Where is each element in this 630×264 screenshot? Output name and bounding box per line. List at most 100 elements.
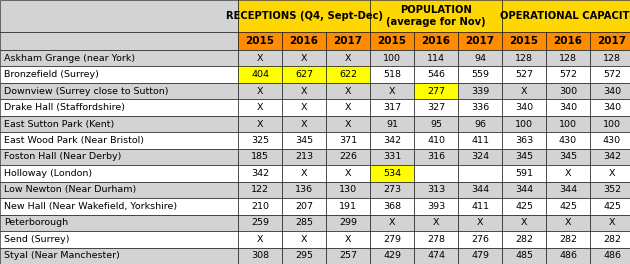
Bar: [326, 149, 370, 165]
Text: X: X: [257, 120, 263, 129]
Bar: [414, 149, 458, 165]
Bar: [414, 182, 458, 198]
Bar: [0, 50, 238, 67]
Bar: [0, 116, 238, 132]
Text: 410: 410: [427, 136, 445, 145]
Bar: [370, 83, 414, 99]
Bar: [370, 32, 414, 50]
Bar: [282, 248, 326, 264]
Bar: [0, 99, 238, 116]
Bar: [0, 149, 238, 165]
Bar: [282, 67, 326, 83]
Text: 486: 486: [559, 251, 577, 260]
Bar: [546, 182, 590, 198]
Text: 282: 282: [603, 235, 621, 244]
Text: 317: 317: [383, 103, 401, 112]
Text: X: X: [301, 103, 307, 112]
Bar: [590, 99, 630, 116]
Text: 404: 404: [251, 70, 269, 79]
Text: X: X: [345, 103, 352, 112]
Bar: [238, 83, 282, 99]
Text: 285: 285: [295, 218, 313, 227]
Text: X: X: [345, 235, 352, 244]
Text: 128: 128: [515, 54, 533, 63]
Bar: [0, 215, 238, 231]
Text: 546: 546: [427, 70, 445, 79]
Bar: [590, 132, 630, 149]
Bar: [0, 165, 238, 182]
Bar: [370, 215, 414, 231]
Bar: [326, 132, 370, 149]
Text: 325: 325: [251, 136, 269, 145]
Bar: [370, 248, 414, 264]
Bar: [546, 50, 590, 67]
Bar: [326, 215, 370, 231]
Bar: [282, 149, 326, 165]
Bar: [238, 248, 282, 264]
Bar: [590, 215, 630, 231]
Bar: [0, 198, 238, 215]
Text: X: X: [301, 169, 307, 178]
Text: 2017: 2017: [333, 36, 362, 46]
Text: 352: 352: [603, 185, 621, 194]
Bar: [590, 32, 630, 50]
Bar: [546, 83, 590, 99]
Text: 136: 136: [295, 185, 313, 194]
Text: 276: 276: [471, 235, 489, 244]
Text: 345: 345: [515, 153, 533, 162]
Bar: [282, 116, 326, 132]
Bar: [282, 83, 326, 99]
Bar: [502, 182, 546, 198]
Bar: [0, 67, 238, 83]
Text: 191: 191: [339, 202, 357, 211]
Text: 130: 130: [339, 185, 357, 194]
Bar: [502, 67, 546, 83]
Text: X: X: [477, 218, 483, 227]
Text: X: X: [564, 169, 571, 178]
Text: 300: 300: [559, 87, 577, 96]
Bar: [546, 116, 590, 132]
Text: 128: 128: [559, 54, 577, 63]
Bar: [502, 165, 546, 182]
Text: X: X: [609, 218, 616, 227]
Bar: [458, 231, 502, 248]
Bar: [238, 198, 282, 215]
Bar: [238, 0, 370, 32]
Text: X: X: [345, 54, 352, 63]
Bar: [326, 165, 370, 182]
Text: 559: 559: [471, 70, 489, 79]
Text: 425: 425: [603, 202, 621, 211]
Text: 324: 324: [471, 153, 489, 162]
Text: 185: 185: [251, 153, 269, 162]
Text: X: X: [257, 87, 263, 96]
Bar: [590, 67, 630, 83]
Text: Send (Surrey): Send (Surrey): [4, 235, 69, 244]
Text: Low Newton (Near Durham): Low Newton (Near Durham): [4, 185, 136, 194]
Text: 340: 340: [603, 87, 621, 96]
Bar: [414, 116, 458, 132]
Bar: [414, 231, 458, 248]
Bar: [590, 116, 630, 132]
Text: 339: 339: [471, 87, 489, 96]
Text: 282: 282: [515, 235, 533, 244]
Bar: [458, 165, 502, 182]
Bar: [326, 50, 370, 67]
Text: 100: 100: [559, 120, 577, 129]
Bar: [458, 215, 502, 231]
Text: 393: 393: [427, 202, 445, 211]
Bar: [502, 32, 546, 50]
Text: 313: 313: [427, 185, 445, 194]
Text: 411: 411: [471, 202, 489, 211]
Text: 371: 371: [339, 136, 357, 145]
Bar: [502, 83, 546, 99]
Text: 527: 527: [515, 70, 533, 79]
Text: 2016: 2016: [421, 36, 450, 46]
Bar: [458, 198, 502, 215]
Bar: [590, 182, 630, 198]
Bar: [414, 165, 458, 182]
Text: 340: 340: [515, 103, 533, 112]
Text: 344: 344: [559, 185, 577, 194]
Bar: [0, 132, 238, 149]
Text: 430: 430: [603, 136, 621, 145]
Text: 122: 122: [251, 185, 269, 194]
